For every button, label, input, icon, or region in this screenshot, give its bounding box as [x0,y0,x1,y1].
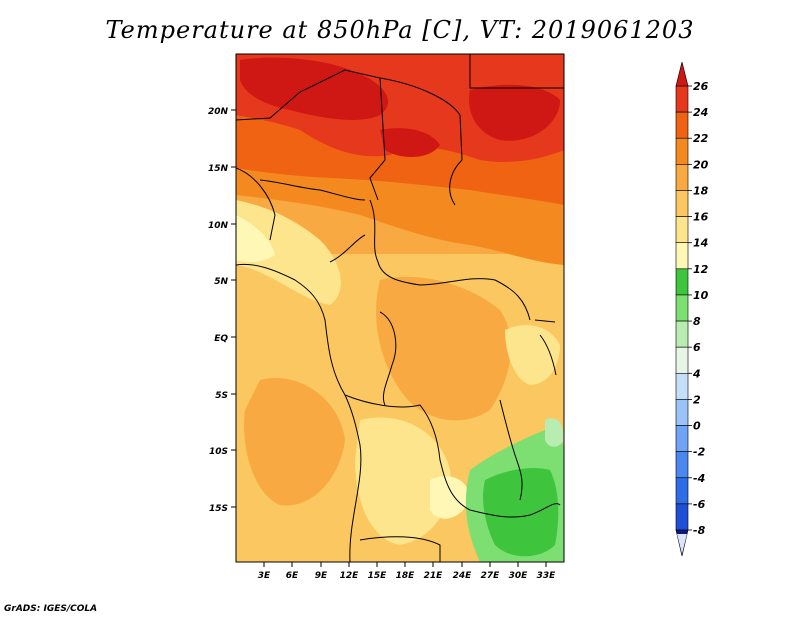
colorbar-segment [675,190,689,217]
colorbar-segment [675,399,689,426]
colorbar-segment [675,425,689,452]
colorbar-label: -6 [693,498,706,511]
lat-tick: 5N [214,277,236,287]
colorbar-label: 6 [693,341,701,354]
lat-tick-label: 15S [209,504,228,514]
colorbar-segment [675,346,689,374]
lon-tick: 18E [396,562,416,581]
lon-tick: 15E [368,562,388,581]
lat-tick: 10S [209,447,236,457]
colorbar-label: 18 [693,184,709,197]
colorbar-label: 12 [693,263,709,276]
lon-tick-label: 30E [509,571,529,581]
lon-tick: 9E [315,562,328,581]
longitude-axis: 3E 6E 9E 12E 15E 18E 21E 24E 27E 30E 33E [258,562,556,581]
lon-tick: 24E [453,562,473,581]
colorbar-label: -8 [693,524,706,537]
lat-tick-label: 15N [208,164,229,174]
lat-tick: EQ [214,334,236,344]
colorbar-label: 22 [693,132,709,145]
lon-tick-label: 33E [537,571,557,581]
colorbar-label: 26 [693,80,709,93]
colorbar-label: 16 [693,211,709,224]
colorbar-segment [675,164,689,191]
lon-tick-label: 6E [286,571,299,581]
colorbar-label: 14 [693,237,708,250]
lon-tick-label: 9E [315,571,328,581]
lon-tick-label: 27E [481,571,501,581]
colorbar-segment [675,268,689,296]
colorbar-label: 8 [693,315,701,328]
lat-tick-label: 20N [208,107,229,117]
colorbar-segment [675,451,689,479]
lon-tick: 3E [258,562,271,581]
lon-tick: 33E [537,562,557,581]
colorbar-segment [675,320,689,348]
colorbar-segment [675,242,689,270]
lon-tick: 21E [424,562,444,581]
colorbar-segment [675,294,689,322]
colorbar-label: 10 [693,289,709,302]
lat-tick-label: 5S [215,391,228,401]
colorbar-label: 0 [693,420,701,433]
colorbar-segment [675,477,689,505]
colorbar-segment [675,137,689,165]
colorbar-label: 2 [693,393,701,406]
lat-tick: 15S [209,504,236,514]
lon-tick: 30E [509,562,529,581]
colorbar-label: 24 [693,106,708,119]
country-borders [236,54,564,562]
lon-tick-label: 12E [340,571,360,581]
colorbar-label: -2 [693,446,706,459]
colorbar-label: 20 [693,158,709,171]
colorbar-segment [675,111,689,139]
lat-tick: 15N [208,164,236,174]
lon-tick: 12E [340,562,360,581]
colorbar-segment [675,85,689,113]
lon-tick-label: 15E [368,571,388,581]
lat-tick: 20N [208,107,236,117]
lat-tick-label: 5N [214,277,228,287]
lon-tick-label: 21E [424,571,444,581]
lon-tick: 6E [286,562,299,581]
lon-tick-label: 3E [258,571,271,581]
colorbar-label: 4 [692,367,701,380]
lat-tick: 5S [215,391,236,401]
temperature-field [236,54,564,562]
colorbar-segment [675,216,689,244]
lon-tick: 27E [481,562,501,581]
lat-tick: 10N [208,221,236,231]
lat-tick-label: EQ [214,334,228,344]
lon-tick-label: 24E [453,571,473,581]
lon-tick-label: 18E [396,571,416,581]
map-title: Temperature at 850hPa [C], VT: 201906120… [105,16,695,44]
colorbar-segment [675,372,689,400]
map-frame [235,53,565,563]
lat-tick-label: 10S [209,447,228,457]
grads-credit: GrADS: IGES/COLA [4,604,98,614]
colorbar-label: -4 [693,472,705,485]
latitude-axis: 20N 15N 10N 5N EQ 5S 10S 15S [208,107,236,514]
colorbar-bottom-arrow-fill [677,534,687,554]
colorbar-segment [675,503,689,531]
lat-tick-label: 10N [208,221,229,231]
colorbar-top-arrow [675,61,689,87]
